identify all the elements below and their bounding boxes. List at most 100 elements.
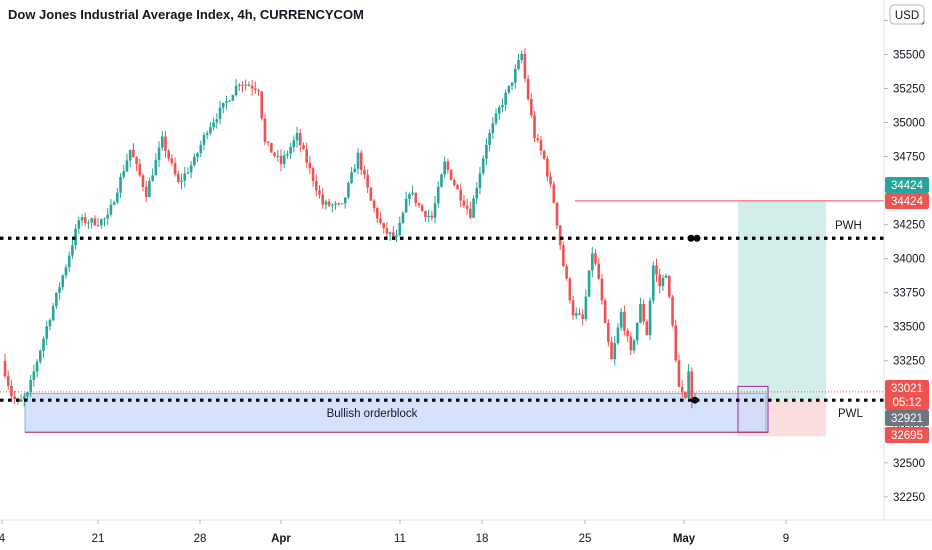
candle-body[interactable]	[39, 350, 42, 362]
candle-body[interactable]	[87, 222, 90, 224]
candle-body[interactable]	[353, 168, 357, 173]
candle-body[interactable]	[440, 174, 443, 187]
candle-body[interactable]	[254, 88, 257, 91]
price-tag[interactable]	[885, 427, 929, 443]
candle-body[interactable]	[552, 184, 556, 203]
candle-body[interactable]	[135, 157, 138, 164]
candle-body[interactable]	[536, 138, 540, 141]
candle-body[interactable]	[408, 194, 411, 199]
candle-body[interactable]	[616, 327, 620, 344]
candle-body[interactable]	[116, 192, 119, 203]
candle-body[interactable]	[29, 379, 32, 393]
candle-body[interactable]	[642, 303, 645, 322]
candle-body[interactable]	[286, 153, 289, 156]
candle-body[interactable]	[404, 198, 408, 213]
candle-body[interactable]	[414, 192, 418, 204]
candle-body[interactable]	[661, 277, 665, 287]
candle-body[interactable]	[517, 59, 520, 69]
candle-body[interactable]	[128, 149, 132, 161]
candle-body[interactable]	[385, 228, 389, 234]
candle-body[interactable]	[132, 149, 135, 158]
candle-body[interactable]	[343, 197, 347, 204]
candle-body[interactable]	[430, 215, 434, 218]
candle-body[interactable]	[347, 182, 350, 198]
candle-body[interactable]	[231, 95, 235, 101]
candle-body[interactable]	[664, 275, 668, 278]
candle-body[interactable]	[125, 160, 129, 172]
candle-body[interactable]	[305, 149, 308, 163]
candle-body[interactable]	[42, 338, 45, 351]
price-tag[interactable]	[885, 177, 929, 193]
candle-body[interactable]	[629, 336, 633, 351]
candle-body[interactable]	[157, 147, 161, 160]
candle-body[interactable]	[170, 158, 174, 164]
candle-body[interactable]	[587, 270, 591, 297]
candle-body[interactable]	[372, 200, 376, 209]
candle-body[interactable]	[491, 123, 495, 133]
candle-body[interactable]	[571, 300, 575, 316]
candle-body[interactable]	[19, 399, 23, 402]
candle-body[interactable]	[359, 152, 363, 170]
candle-body[interactable]	[668, 275, 671, 297]
currency-badge[interactable]	[889, 4, 925, 25]
candle-body[interactable]	[237, 84, 241, 86]
candle-body[interactable]	[424, 211, 427, 217]
candle-body[interactable]	[350, 172, 353, 183]
candle-body[interactable]	[160, 136, 164, 148]
candle-body[interactable]	[48, 320, 52, 327]
candle-body[interactable]	[266, 141, 270, 143]
candle-body[interactable]	[228, 100, 231, 102]
candle-body[interactable]	[578, 313, 581, 315]
candle-body[interactable]	[154, 159, 158, 176]
candle-body[interactable]	[212, 122, 215, 128]
candle-body[interactable]	[401, 212, 405, 223]
candle-body[interactable]	[327, 201, 331, 206]
candle-body[interactable]	[103, 218, 106, 220]
candle-body[interactable]	[690, 371, 694, 403]
candle-body[interactable]	[183, 173, 187, 181]
candle-body[interactable]	[584, 296, 588, 319]
candle-body[interactable]	[475, 188, 479, 199]
candle-body[interactable]	[462, 200, 466, 206]
candle-body[interactable]	[58, 287, 61, 293]
candle-body[interactable]	[3, 360, 7, 377]
candle-body[interactable]	[375, 208, 379, 219]
candle-body[interactable]	[651, 265, 655, 301]
candle-body[interactable]	[494, 113, 498, 124]
candle-body[interactable]	[109, 204, 113, 215]
candle-body[interactable]	[420, 205, 424, 212]
candle-body[interactable]	[520, 53, 523, 60]
candle-body[interactable]	[64, 267, 68, 276]
candle-body[interactable]	[119, 176, 122, 193]
candle-body[interactable]	[164, 136, 167, 151]
candle-body[interactable]	[379, 218, 382, 223]
candle-body[interactable]	[193, 156, 196, 166]
candle-body[interactable]	[315, 181, 318, 191]
candle-body[interactable]	[481, 158, 485, 174]
candle-body[interactable]	[469, 208, 472, 218]
pwh-marker-dot[interactable]	[687, 234, 695, 242]
candle-body[interactable]	[513, 68, 517, 83]
candle-body[interactable]	[388, 232, 392, 234]
candle-body[interactable]	[411, 192, 414, 195]
candle-body[interactable]	[263, 118, 267, 142]
candle-body[interactable]	[67, 255, 71, 268]
candle-body[interactable]	[250, 85, 254, 89]
candle-body[interactable]	[26, 392, 29, 397]
candle-body[interactable]	[334, 203, 337, 205]
candle-body[interactable]	[173, 163, 177, 175]
candle-body[interactable]	[433, 203, 437, 218]
candle-body[interactable]	[202, 135, 206, 145]
candle-body[interactable]	[610, 341, 613, 360]
candle-body[interactable]	[417, 203, 421, 206]
candle-body[interactable]	[71, 245, 74, 256]
candle-body[interactable]	[488, 132, 491, 145]
candle-body[interactable]	[167, 150, 170, 159]
candle-body[interactable]	[144, 186, 148, 197]
candle-body[interactable]	[273, 152, 276, 156]
candle-body[interactable]	[449, 169, 453, 181]
candle-body[interactable]	[186, 172, 190, 174]
candle-body[interactable]	[619, 312, 623, 328]
candle-body[interactable]	[340, 203, 344, 205]
candle-body[interactable]	[90, 218, 93, 223]
